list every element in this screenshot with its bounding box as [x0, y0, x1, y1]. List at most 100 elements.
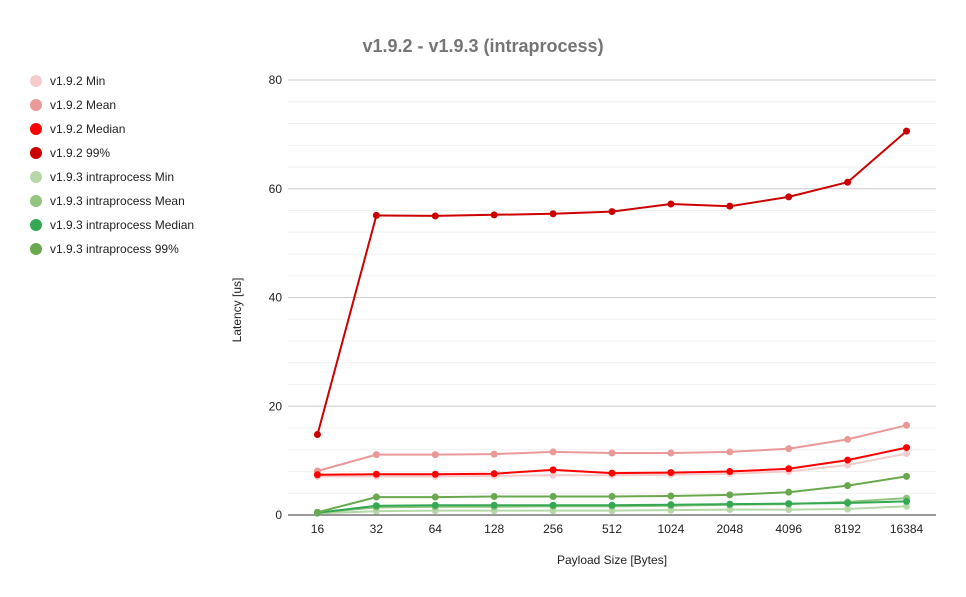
x-tick-label: 4096	[775, 522, 802, 536]
data-point	[490, 211, 498, 219]
legend-label: v1.9.3 intraprocess Mean	[50, 194, 185, 208]
legend-label: v1.9.2 Min	[50, 74, 105, 88]
data-point	[903, 472, 911, 480]
y-tick-label: 20	[269, 399, 283, 413]
data-point	[608, 501, 616, 509]
data-point	[667, 200, 675, 208]
legend-marker	[30, 99, 42, 111]
x-tick-label: 512	[602, 522, 622, 536]
data-point	[549, 210, 557, 218]
x-tick-label: 128	[484, 522, 504, 536]
data-point	[667, 492, 675, 500]
data-point	[372, 470, 380, 478]
data-point	[372, 451, 380, 459]
legend-item: v1.9.2 Mean	[30, 98, 116, 112]
data-point	[785, 193, 793, 201]
data-point	[726, 202, 734, 210]
data-point	[844, 482, 852, 490]
y-tick-label: 0	[275, 508, 282, 522]
legend-marker	[30, 195, 42, 207]
data-point	[903, 450, 911, 458]
legend-label: v1.9.3 intraprocess 99%	[50, 242, 179, 256]
data-point	[667, 469, 675, 477]
series-group	[313, 497, 911, 517]
legend-marker	[30, 219, 42, 231]
data-point	[372, 211, 380, 219]
data-point	[313, 431, 321, 439]
data-point	[490, 470, 498, 478]
data-point	[431, 212, 439, 220]
x-tick-label: 256	[543, 522, 563, 536]
data-point	[608, 469, 616, 477]
series-group	[313, 421, 911, 475]
x-tick-label: 8192	[834, 522, 861, 536]
data-point	[844, 178, 852, 186]
data-point	[785, 445, 793, 453]
legend: v1.9.2 Min v1.9.2 Mean v1.9.2 Median v1.9.2…	[30, 74, 194, 256]
data-point	[490, 501, 498, 509]
legend-item: v1.9.2 99%	[30, 146, 110, 160]
series-group	[313, 127, 911, 439]
data-point	[844, 505, 852, 513]
legend-item: v1.9.2 Min	[30, 74, 105, 88]
data-point	[785, 465, 793, 473]
series-group	[313, 444, 911, 479]
data-point	[608, 449, 616, 457]
data-point	[844, 461, 852, 469]
data-point	[726, 448, 734, 456]
data-point	[431, 470, 439, 478]
data-point	[903, 444, 911, 452]
x-tick-label: 16	[311, 522, 325, 536]
x-tick-label: 64	[429, 522, 443, 536]
data-point	[549, 471, 557, 479]
data-point	[903, 127, 911, 135]
legend-item: v1.9.3 intraprocess Mean	[30, 194, 185, 208]
x-tick-label: 1024	[658, 522, 685, 536]
legend-label: v1.9.3 intraprocess Median	[50, 218, 194, 232]
data-point	[549, 466, 557, 474]
gridlines	[288, 79, 936, 494]
legend-label: v1.9.2 Mean	[50, 98, 116, 112]
data-point	[490, 450, 498, 458]
y-axis-ticks: 0 20 40 60 80	[269, 73, 283, 522]
data-point	[844, 499, 852, 507]
data-point	[313, 471, 321, 479]
x-axis-title: Payload Size [Bytes]	[557, 553, 667, 567]
x-tick-label: 2048	[716, 522, 743, 536]
series-group	[313, 472, 911, 516]
y-tick-label: 40	[269, 291, 283, 305]
data-point	[549, 501, 557, 509]
legend-marker	[30, 147, 42, 159]
data-point	[431, 493, 439, 501]
y-tick-label: 60	[269, 182, 283, 196]
legend-marker	[30, 171, 42, 183]
data-point	[726, 468, 734, 475]
legend-item: v1.9.3 intraprocess Min	[30, 170, 174, 184]
data-point	[372, 493, 380, 501]
data-point	[785, 488, 793, 496]
data-point	[903, 502, 911, 510]
legend-item: v1.9.3 intraprocess 99%	[30, 242, 179, 256]
legend-marker	[30, 243, 42, 255]
data-point	[608, 208, 616, 216]
data-point	[608, 493, 616, 501]
legend-item: v1.9.3 intraprocess Median	[30, 218, 194, 232]
legend-label: v1.9.3 intraprocess Min	[50, 170, 174, 184]
data-point	[726, 500, 734, 508]
y-tick-label: 80	[269, 73, 283, 87]
data-point	[549, 493, 557, 501]
legend-marker	[30, 123, 42, 135]
legend-marker	[30, 75, 42, 87]
y-axis-title: Latency [us]	[230, 278, 244, 343]
x-tick-label: 16384	[890, 522, 924, 536]
chart-title: v1.9.2 - v1.9.3 (intraprocess)	[362, 36, 603, 56]
data-point	[785, 500, 793, 508]
data-point	[313, 508, 321, 516]
data-point	[726, 491, 734, 499]
data-point	[844, 456, 852, 464]
data-point	[844, 435, 852, 443]
data-point	[372, 502, 380, 510]
legend-label: v1.9.2 Median	[50, 122, 125, 136]
data-point	[549, 448, 557, 456]
